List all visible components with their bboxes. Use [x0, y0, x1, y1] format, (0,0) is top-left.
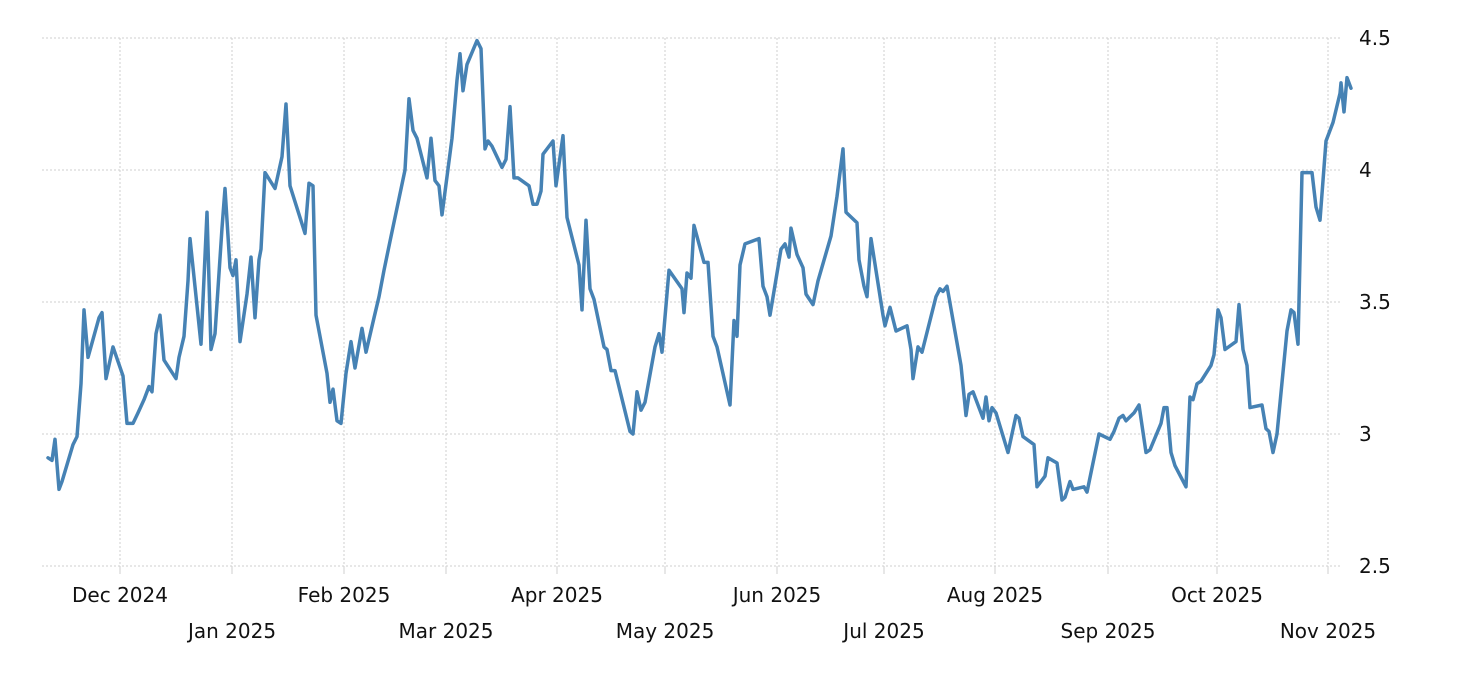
x-tick-label: Jun 2025: [731, 583, 822, 607]
x-tick-label: Oct 2025: [1171, 583, 1263, 607]
x-tick-label: Aug 2025: [947, 583, 1043, 607]
x-tick-label: Apr 2025: [511, 583, 603, 607]
x-axis-labels: Dec 2024 Jan 2025 Feb 2025 Mar 2025 Apr 2025…: [72, 583, 1376, 643]
x-tick-label: Sep 2025: [1061, 619, 1156, 643]
x-tick-label: Feb 2025: [298, 583, 391, 607]
x-tick-label: May 2025: [616, 619, 715, 643]
x-tick-label: Mar 2025: [399, 619, 494, 643]
series-line: [46, 38, 1353, 502]
x-tick-label: Jul 2025: [841, 619, 924, 643]
x-tick-label: Nov 2025: [1280, 619, 1376, 643]
y-tick-label: 3: [1359, 422, 1372, 446]
vertical-gridlines: [119, 38, 1329, 574]
y-axis-labels: 4.5 4 3.5 3 2.5: [1359, 26, 1391, 578]
y-tick-label: 4.5: [1359, 26, 1391, 50]
y-tick-label: 3.5: [1359, 290, 1391, 314]
y-tick-label: 4: [1359, 158, 1372, 182]
horizontal-gridlines: [42, 37, 1340, 567]
x-tick-label: Dec 2024: [72, 583, 168, 607]
x-tick-label: Jan 2025: [186, 619, 276, 643]
y-tick-label: 2.5: [1359, 554, 1391, 578]
